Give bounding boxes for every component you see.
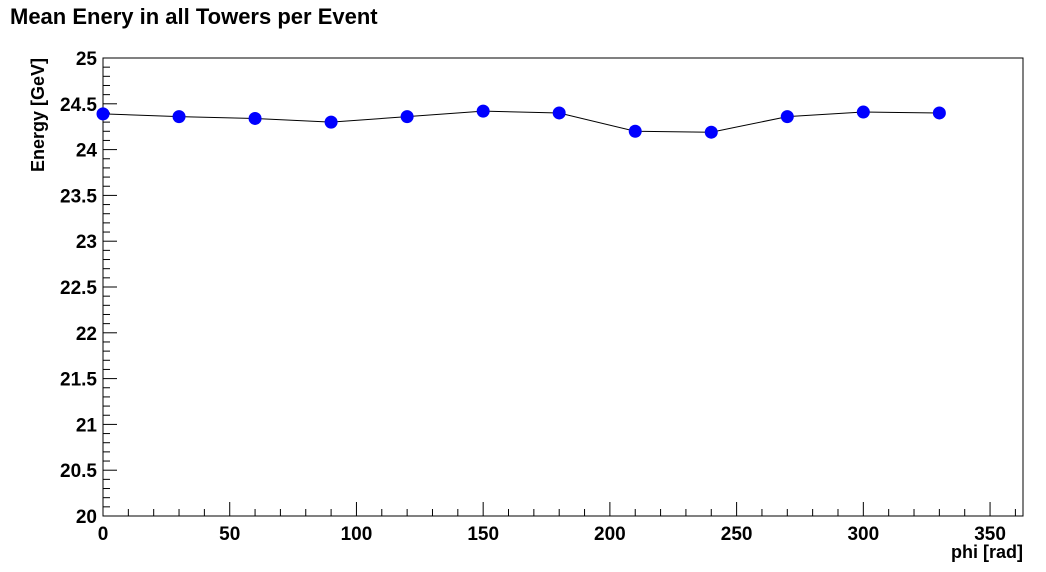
y-tick-label: 24 [76, 141, 98, 162]
x-tick-label: 0 [98, 524, 109, 545]
y-tick-label: 24.5 [60, 95, 97, 116]
x-axis: 0 50 100 150 200 250 300 350 [98, 502, 1016, 545]
series-line [102, 110, 940, 133]
y-tick-label: 23.5 [60, 186, 97, 207]
plot-frame [102, 57, 1024, 517]
x-tick-label: 250 [721, 524, 753, 545]
data-point [172, 110, 186, 124]
x-tick-label: 100 [341, 524, 373, 545]
y-tick-label: 21.5 [60, 370, 97, 391]
data-point [96, 107, 110, 121]
data-point [932, 106, 946, 120]
y-tick-label: 20 [76, 507, 97, 528]
y-tick-label: 21 [76, 415, 98, 436]
x-tick-label: 350 [974, 524, 1006, 545]
y-tick-label: 20.5 [60, 461, 97, 482]
data-point [780, 110, 794, 124]
chart-title: Mean Enery in all Towers per Event [10, 4, 378, 29]
y-tick-label: 22 [76, 324, 97, 345]
x-tick-label: 150 [467, 524, 499, 545]
y-tick-label: 22.5 [60, 278, 97, 299]
data-point [476, 104, 490, 118]
y-axis: 20 20.5 21 21.5 22 22.5 23 23.5 24 24.5 25 [60, 49, 117, 528]
data-point [704, 125, 718, 139]
data-point [856, 105, 870, 119]
data-point [400, 110, 414, 124]
y-axis-label: Energy [GeV] [28, 58, 48, 172]
x-tick-label: 50 [219, 524, 240, 545]
series-layer [96, 104, 946, 139]
x-tick-label: 300 [847, 524, 879, 545]
y-tick-label: 23 [76, 232, 97, 253]
data-point [248, 111, 262, 125]
data-point [324, 115, 338, 129]
x-tick-label: 200 [594, 524, 626, 545]
y-tick-label: 25 [76, 49, 98, 70]
data-point [552, 106, 566, 120]
x-axis-label: phi [rad] [951, 542, 1023, 562]
data-point [628, 124, 642, 138]
